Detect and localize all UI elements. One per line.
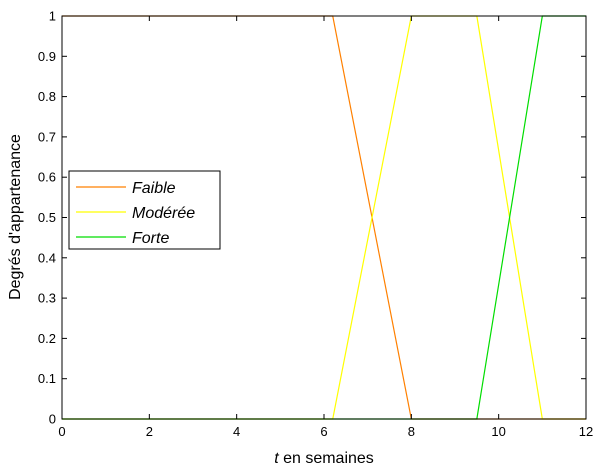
legend: Faible Modérée Forte xyxy=(68,170,221,250)
y-tick-label: 0.9 xyxy=(38,49,56,64)
y-tick-label: 0.8 xyxy=(38,89,56,104)
x-axis-label-variable: t xyxy=(274,450,279,467)
y-tick-label: 1 xyxy=(49,9,56,24)
y-axis: 0 0.1 0.2 0.3 0.4 0.5 0.6 0.7 0.8 0.9 1 xyxy=(38,9,586,427)
legend-label-moderee: Modérée xyxy=(132,205,195,222)
x-tick-label: 10 xyxy=(491,424,505,439)
y-axis-label: Degrés d'appartenance xyxy=(7,134,24,300)
y-tick-label: 0.1 xyxy=(38,371,56,386)
legend-label-forte: Forte xyxy=(132,230,169,247)
legend-label-faible: Faible xyxy=(132,180,176,197)
y-tick-label: 0.6 xyxy=(38,170,56,185)
x-tick-label: 2 xyxy=(146,424,153,439)
y-tick-label: 0.3 xyxy=(38,291,56,306)
x-tick-label: 8 xyxy=(408,424,415,439)
x-axis-label-unit: en semaines xyxy=(279,450,374,467)
x-axis-label: t en semaines xyxy=(274,450,374,467)
x-tick-label: 12 xyxy=(579,424,593,439)
y-tick-label: 0.5 xyxy=(38,210,56,225)
x-tick-label: 4 xyxy=(233,424,240,439)
legend-box xyxy=(68,170,221,250)
y-tick-label: 0.7 xyxy=(38,129,56,144)
x-tick-label: 6 xyxy=(320,424,327,439)
y-tick-label: 0.4 xyxy=(38,250,56,265)
x-tick-label: 0 xyxy=(58,424,65,439)
y-tick-label: 0.2 xyxy=(38,331,56,346)
plot-frame xyxy=(61,15,587,420)
y-tick-label: 0 xyxy=(49,412,56,427)
